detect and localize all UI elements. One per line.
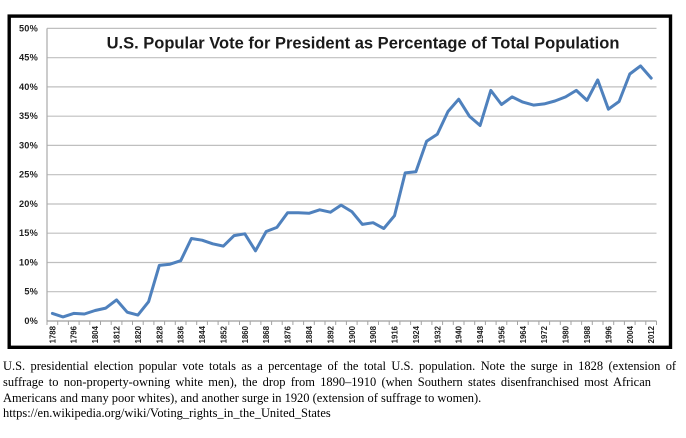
svg-text:50%: 50%: [19, 23, 38, 33]
svg-text:1940: 1940: [455, 325, 464, 343]
svg-text:35%: 35%: [19, 111, 38, 121]
svg-text:1820: 1820: [134, 325, 143, 343]
svg-text:2012: 2012: [647, 325, 656, 343]
svg-text:10%: 10%: [19, 258, 38, 268]
svg-text:1844: 1844: [198, 325, 207, 343]
svg-text:1812: 1812: [113, 325, 122, 343]
svg-text:1860: 1860: [241, 325, 250, 343]
svg-text:1796: 1796: [70, 325, 79, 343]
svg-text:1924: 1924: [412, 325, 421, 343]
svg-text:0%: 0%: [24, 316, 38, 326]
svg-text:1884: 1884: [305, 325, 314, 343]
svg-text:1988: 1988: [583, 325, 592, 343]
svg-text:5%: 5%: [24, 287, 38, 297]
svg-text:15%: 15%: [19, 228, 38, 238]
svg-text:1828: 1828: [155, 325, 164, 343]
svg-text:1964: 1964: [519, 325, 528, 343]
svg-text:1836: 1836: [177, 325, 186, 343]
svg-text:1804: 1804: [91, 325, 100, 343]
svg-text:1868: 1868: [262, 325, 271, 343]
svg-text:1972: 1972: [540, 325, 549, 343]
svg-text:40%: 40%: [19, 82, 38, 92]
svg-text:1916: 1916: [391, 325, 400, 343]
svg-text:1876: 1876: [284, 325, 293, 343]
svg-text:2004: 2004: [626, 325, 635, 343]
svg-text:45%: 45%: [19, 53, 38, 63]
svg-text:1956: 1956: [498, 325, 507, 343]
svg-text:U.S. Popular Vote for Presiden: U.S. Popular Vote for President as Perce…: [107, 34, 620, 52]
svg-text:1948: 1948: [476, 325, 485, 343]
svg-text:30%: 30%: [19, 140, 38, 150]
svg-text:25%: 25%: [19, 170, 38, 180]
svg-text:1980: 1980: [562, 325, 571, 343]
svg-text:1852: 1852: [219, 325, 228, 343]
svg-text:1900: 1900: [348, 325, 357, 343]
svg-text:20%: 20%: [19, 199, 38, 209]
svg-text:1892: 1892: [326, 325, 335, 343]
svg-text:1788: 1788: [48, 325, 57, 343]
svg-text:1932: 1932: [433, 325, 442, 343]
svg-text:1908: 1908: [369, 325, 378, 343]
svg-text:1996: 1996: [604, 325, 613, 343]
